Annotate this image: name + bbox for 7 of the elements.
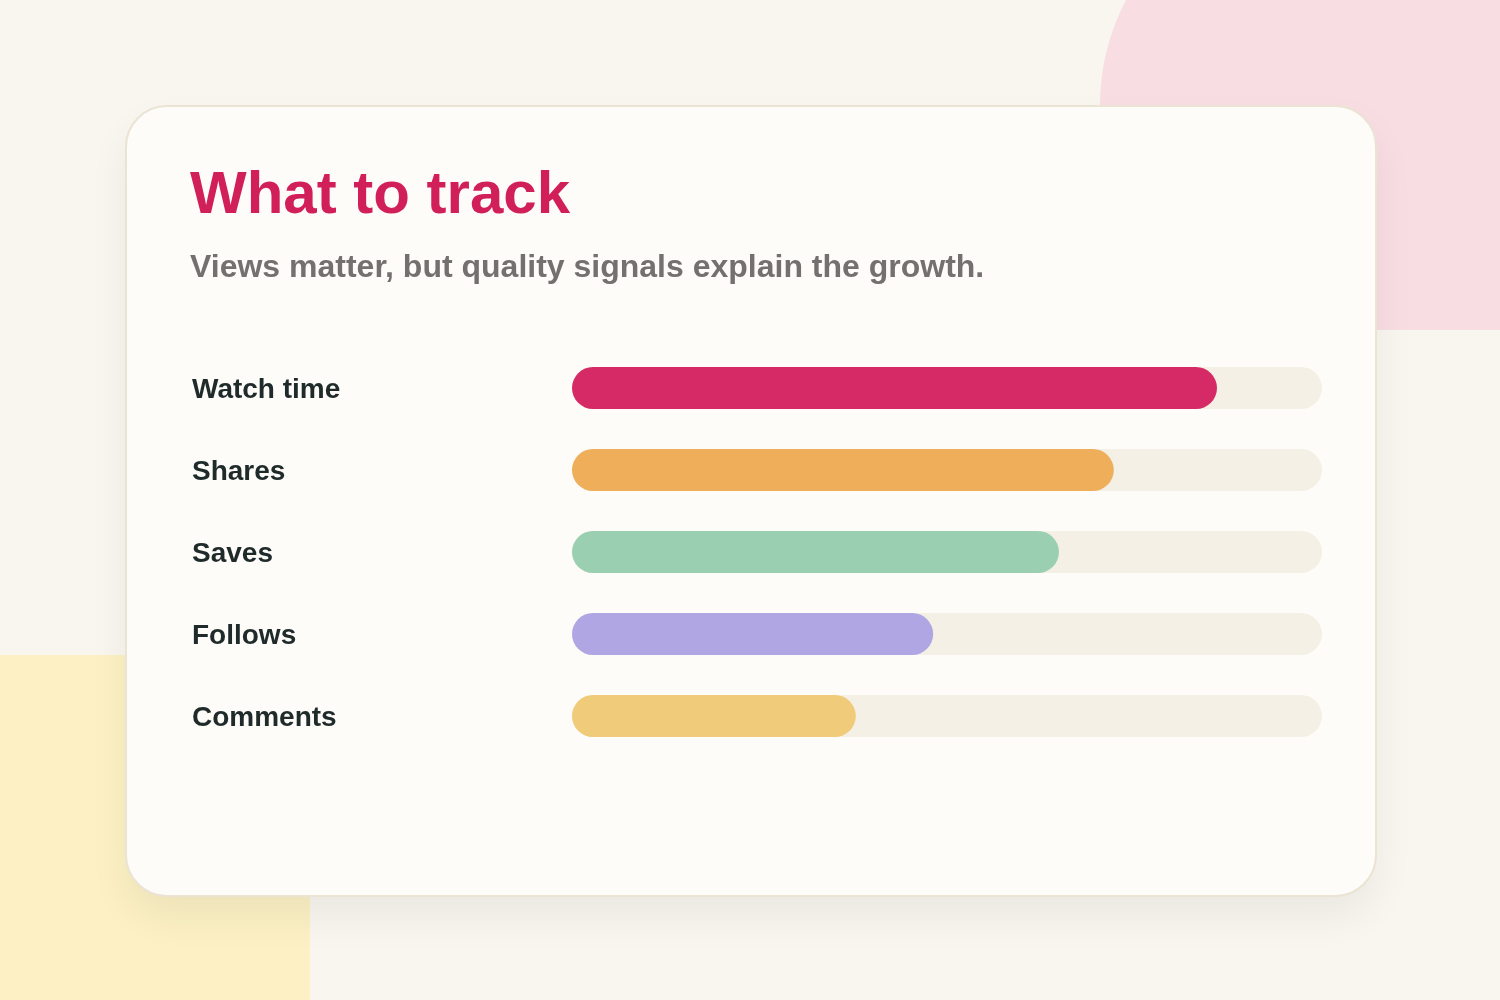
chart-title: What to track [190, 158, 571, 226]
chart-subtitle: Views matter, but quality signals explain the growth. [190, 248, 985, 284]
y-tick-label: Follows [192, 618, 297, 650]
y-tick-label: Shares [192, 454, 286, 486]
y-tick-label: Comments [192, 700, 337, 732]
y-tick-label: Saves [192, 536, 273, 568]
y-tick-label: Watch time [192, 372, 341, 404]
